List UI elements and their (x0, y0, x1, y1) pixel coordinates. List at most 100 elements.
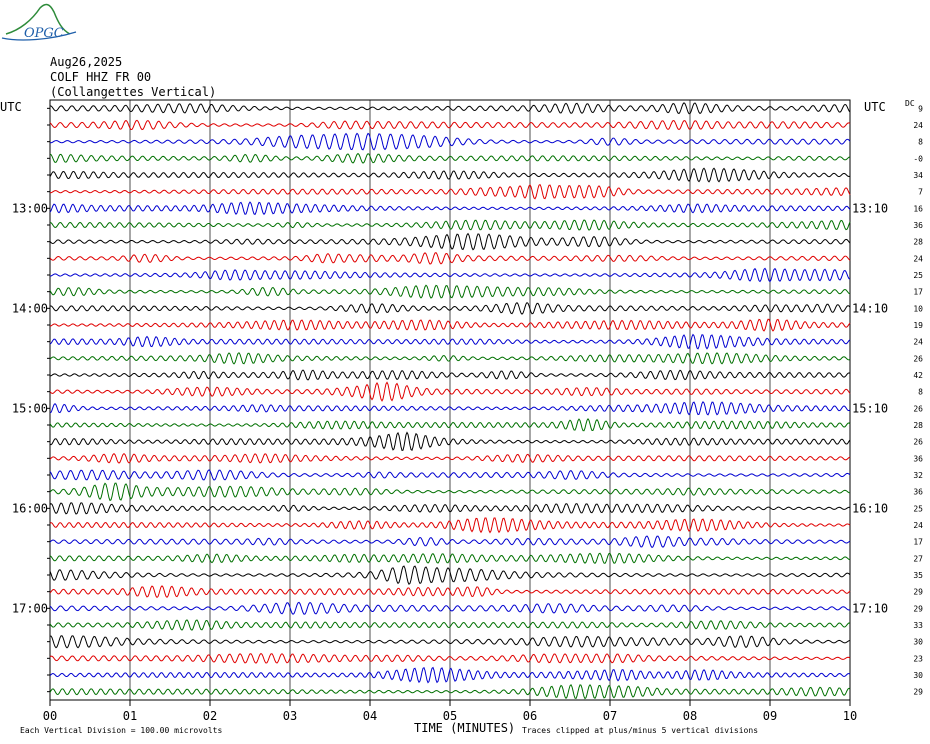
trace-line (49, 102, 851, 115)
trace-line (49, 585, 851, 599)
trace-line (49, 219, 851, 231)
trace-line (49, 482, 851, 502)
trace-line (49, 201, 851, 216)
dc-offset-label: 17 (913, 288, 923, 297)
x-tick-label: 10 (843, 709, 857, 723)
x-tick-label: 07 (603, 709, 617, 723)
trace-line (49, 318, 851, 332)
dc-offset-label: 24 (913, 254, 923, 263)
time-label-right: 15:10 (852, 401, 888, 415)
time-label-right: 16:10 (852, 501, 888, 515)
dc-offset-label: 25 (913, 504, 923, 513)
logo-text: OPGC (24, 26, 64, 41)
trace-line (49, 619, 851, 631)
dc-offset-label: 28 (913, 238, 923, 247)
dc-offset-label: 30 (913, 638, 923, 647)
dc-offset-label: 9 (918, 104, 923, 113)
dc-offset-label: 35 (913, 571, 923, 580)
trace-line (49, 452, 851, 464)
trace-line (49, 683, 851, 700)
time-label-left: 15:00 (12, 401, 48, 415)
time-label-left: 16:00 (12, 501, 48, 515)
trace-line (49, 517, 851, 534)
dc-offset-label: 24 (913, 121, 923, 130)
trace-line (49, 119, 851, 131)
trace-line (49, 333, 851, 350)
x-tick-label: 02 (203, 709, 217, 723)
trace-line (49, 652, 851, 664)
dc-offset-label: 29 (913, 588, 923, 597)
header-date: Aug26,2025 (50, 55, 123, 69)
trace-line (49, 232, 851, 251)
trace-line (49, 418, 851, 432)
trace-line (49, 167, 851, 183)
trace-line (49, 352, 851, 365)
dc-offset-label: 29 (913, 604, 923, 613)
dc-offset-label: 16 (913, 204, 923, 213)
dc-offset-label: 36 (913, 221, 923, 230)
utc-label-left: UTC (0, 100, 22, 114)
dc-offset-label: 26 (913, 354, 923, 363)
dc-offset-label: 17 (913, 538, 923, 547)
time-label-right: 14:10 (852, 301, 888, 315)
dc-offset-label: 26 (913, 438, 923, 447)
dc-offset-label: 34 (913, 171, 923, 180)
x-tick-label: 04 (363, 709, 377, 723)
dc-offset-label: 25 (913, 271, 923, 280)
time-label-left: 13:00 (12, 201, 48, 215)
trace-line (49, 666, 851, 684)
trace-line (49, 400, 851, 416)
trace-line (49, 369, 851, 381)
x-tick-label: 00 (43, 709, 57, 723)
dc-offset-label: 30 (913, 671, 923, 680)
trace-line (49, 183, 851, 200)
dc-offset-label: 24 (913, 338, 923, 347)
dc-offset-label: 19 (913, 321, 923, 330)
trace-line (49, 565, 851, 585)
dc-offset-label: 42 (913, 371, 923, 380)
dc-offset-label: 27 (913, 554, 923, 563)
x-tick-label: 09 (763, 709, 777, 723)
trace-line (49, 152, 851, 164)
trace-line (49, 267, 851, 283)
logo-graphic (1, 3, 77, 41)
dc-offset-label: -0 (913, 154, 923, 163)
dc-offset-label: 36 (913, 454, 923, 463)
dc-offset-label: 8 (918, 388, 923, 397)
scale-note: Each Vertical Division = 100.00 microvol… (20, 726, 223, 735)
trace-line (49, 552, 851, 565)
time-label-right: 17:10 (852, 601, 888, 615)
x-tick-label: 01 (123, 709, 137, 723)
dc-offset-label: 36 (913, 488, 923, 497)
time-label-left: 14:00 (12, 301, 48, 315)
utc-label-right: UTC (864, 100, 886, 114)
clip-note: Traces clipped at plus/minus 5 vertical … (522, 726, 759, 735)
time-label-right: 13:10 (852, 201, 888, 215)
x-axis-label: TIME (MINUTES) (414, 721, 516, 735)
trace-line (49, 132, 851, 151)
trace-line (49, 535, 851, 549)
dc-offset-label: 8 (918, 138, 923, 147)
dc-offset-label: 26 (913, 404, 923, 413)
dc-label: DC (905, 99, 915, 108)
dc-offset-label: 7 (918, 188, 923, 197)
trace-line (49, 635, 851, 649)
x-tick-label: 05 (443, 709, 457, 723)
trace-line (49, 502, 851, 515)
header-station: COLF HHZ FR 00 (50, 70, 152, 84)
trace-line (49, 469, 851, 481)
trace-line (49, 252, 851, 265)
trace-line (49, 381, 851, 402)
dc-offset-label: 23 (913, 654, 923, 663)
x-tick-label: 03 (283, 709, 297, 723)
dc-offset-label: 33 (913, 621, 923, 630)
trace-line (49, 431, 851, 452)
trace-line (49, 601, 851, 615)
x-tick-label: 06 (523, 709, 537, 723)
dc-offset-label: 28 (913, 421, 923, 430)
dc-offset-label: 24 (913, 521, 923, 530)
x-tick-label: 08 (683, 709, 697, 723)
dc-offset-label: 32 (913, 471, 923, 480)
dc-offset-label: 10 (913, 304, 923, 313)
